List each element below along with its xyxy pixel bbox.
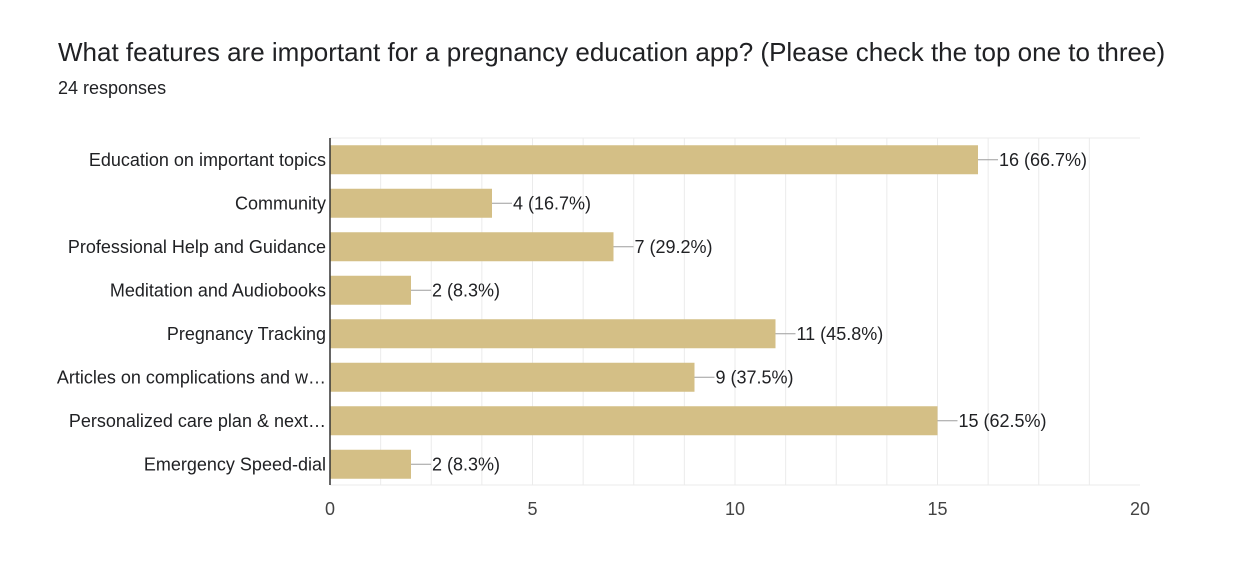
x-tick-label: 0	[325, 499, 335, 519]
category-label: Articles on complications and w…	[57, 367, 326, 387]
x-tick-label: 5	[527, 499, 537, 519]
bar	[330, 232, 614, 262]
category-label: Community	[235, 193, 326, 213]
category-label: Emergency Speed-dial	[144, 454, 326, 474]
data-label: 2 (8.3%)	[432, 454, 500, 474]
labels: 16 (66.7%) Education on important topics 4…	[57, 150, 1087, 475]
axes: 0 5 10 15 20	[325, 138, 1150, 519]
bar	[330, 188, 492, 218]
data-label: 2 (8.3%)	[432, 280, 500, 300]
bar	[330, 406, 938, 436]
bar	[330, 145, 978, 175]
category-label: Personalized care plan & next…	[69, 411, 326, 431]
x-tick-label: 20	[1130, 499, 1150, 519]
bars	[330, 145, 978, 479]
chart-header: What features are important for a pregna…	[58, 34, 1165, 100]
bar	[330, 319, 776, 349]
data-label: 9 (37.5%)	[716, 367, 794, 387]
x-tick-label: 15	[927, 499, 947, 519]
data-label: 16 (66.7%)	[999, 150, 1087, 170]
x-tick-label: 10	[725, 499, 745, 519]
bar	[330, 449, 411, 479]
category-label: Education on important topics	[89, 150, 326, 170]
response-count: 24 responses	[58, 78, 167, 98]
category-label: Pregnancy Tracking	[167, 324, 326, 344]
data-label: 15 (62.5%)	[959, 411, 1047, 431]
data-label: 4 (16.7%)	[513, 193, 591, 213]
category-label: Professional Help and Guidance	[68, 237, 326, 257]
chart-title: What features are important for a pregna…	[58, 37, 1166, 67]
bar	[330, 275, 411, 305]
data-label: 11 (45.8%)	[797, 324, 884, 344]
category-label: Meditation and Audiobooks	[110, 280, 326, 300]
bar	[330, 362, 695, 392]
data-label: 7 (29.2%)	[635, 237, 713, 257]
